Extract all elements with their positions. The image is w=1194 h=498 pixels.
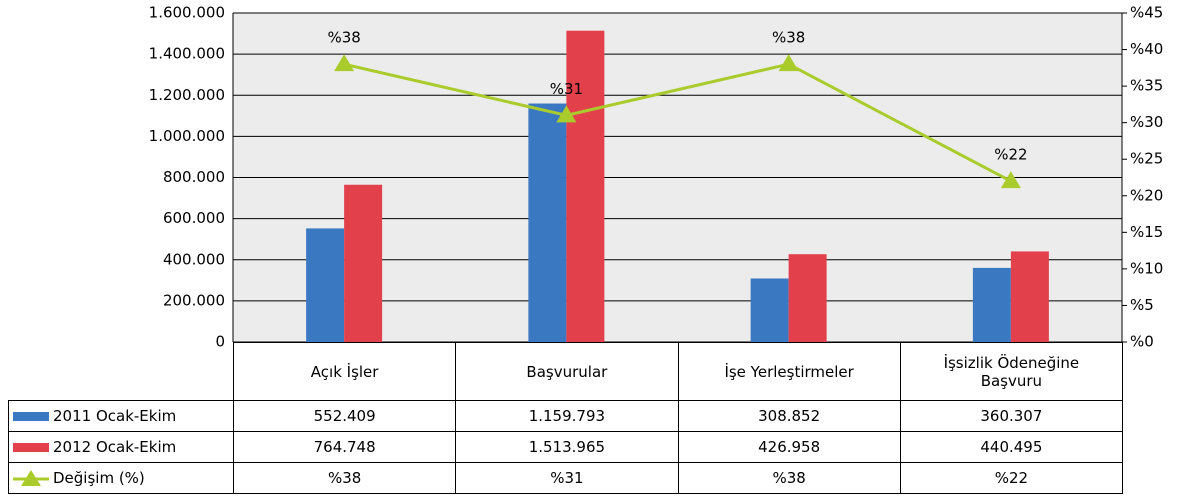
y-tick-label: 1.200.000 [149, 86, 225, 104]
category-label: İşsizlik Ödeneğine Başvuru [899, 342, 1124, 401]
table-value: 1.513.965 [455, 431, 679, 463]
table-value: 360.307 [899, 400, 1124, 432]
data-label: %38 [327, 29, 360, 47]
legend-marker [21, 470, 41, 487]
y2-tick-label: %40 [1130, 40, 1163, 58]
marker [778, 54, 799, 72]
legend-swatch [13, 443, 49, 453]
marker [556, 105, 577, 123]
y2-tick-label: %5 [1130, 296, 1154, 314]
legend-key [13, 412, 49, 422]
legend-key [13, 470, 49, 487]
line [343, 62, 1012, 183]
y2-tick-label: %20 [1130, 186, 1163, 204]
header-row: Açık İşler Başvurular İşe Yerleştirmeler İş… [8, 342, 1124, 401]
table-row: 2011 Ocak-Ekim 552.409 1.159.793 308.852 360… [8, 400, 1124, 432]
blank-cell [8, 342, 234, 401]
marker [334, 54, 355, 72]
y-tick-label: 1.000.000 [149, 127, 225, 145]
legend-label: 2012 Ocak-Ekim [53, 437, 177, 456]
bar [528, 103, 567, 342]
bar [566, 30, 605, 342]
table-row: 2012 Ocak-Ekim 764.748 1.513.965 426.958 440… [8, 431, 1124, 463]
y2-tick-label: %30 [1130, 113, 1163, 131]
bar [972, 267, 1011, 342]
y2-tick-label: %0 [1130, 333, 1154, 351]
y-tick-label: 600.000 [163, 209, 225, 227]
legend-cell: 2012 Ocak-Ekim [8, 431, 234, 463]
table-value: 1.159.793 [455, 400, 679, 432]
y-tick-label: 200.000 [163, 291, 225, 309]
bar [306, 228, 345, 342]
y-tick-label: 400.000 [163, 250, 225, 268]
table-value: %31 [455, 462, 679, 494]
bar [344, 184, 383, 342]
y2-tick-label: %35 [1130, 77, 1163, 95]
category-label: Başvurular [455, 342, 679, 401]
data-label: %38 [772, 29, 805, 47]
table-value: 426.958 [677, 431, 901, 463]
y-tick-label: 1.600.000 [149, 4, 225, 22]
table-value: %22 [899, 462, 1124, 494]
y2-tick-label: %25 [1130, 150, 1163, 168]
marker [1000, 171, 1021, 189]
legend-key [13, 443, 49, 453]
category-label: Açık İşler [232, 342, 457, 401]
table-value: %38 [232, 462, 457, 494]
data-label: %31 [550, 80, 583, 98]
table-row: Değişim (%) %38 %31 %38 %22 [8, 462, 1124, 494]
y-tick-label: 800.000 [163, 168, 225, 186]
table-value: 440.495 [899, 431, 1124, 463]
y-tick-label: 1.400.000 [149, 45, 225, 63]
category-label: İşe Yerleştirmeler [677, 342, 901, 401]
bar [788, 254, 827, 342]
legend-label: Değişim (%) [53, 468, 145, 487]
bar [1010, 251, 1049, 342]
y2-tick-label: %10 [1130, 259, 1163, 277]
table-value: 308.852 [677, 400, 901, 432]
legend-label: 2011 Ocak-Ekim [53, 406, 177, 425]
table-value: 764.748 [232, 431, 457, 463]
data-table: Açık İşler Başvurular İşe Yerleştirmeler İş… [8, 342, 1124, 494]
legend-cell: Değişim (%) [8, 462, 234, 494]
data-label: %22 [994, 146, 1027, 164]
y-tick-label: 0 [215, 333, 225, 351]
y2-tick-label: %15 [1130, 223, 1163, 241]
bar [750, 278, 789, 342]
legend-swatch [13, 412, 49, 422]
table-value: %38 [677, 462, 901, 494]
table-value: 552.409 [232, 400, 457, 432]
legend-cell: 2011 Ocak-Ekim [8, 400, 234, 432]
y2-tick-label: %45 [1130, 4, 1163, 22]
